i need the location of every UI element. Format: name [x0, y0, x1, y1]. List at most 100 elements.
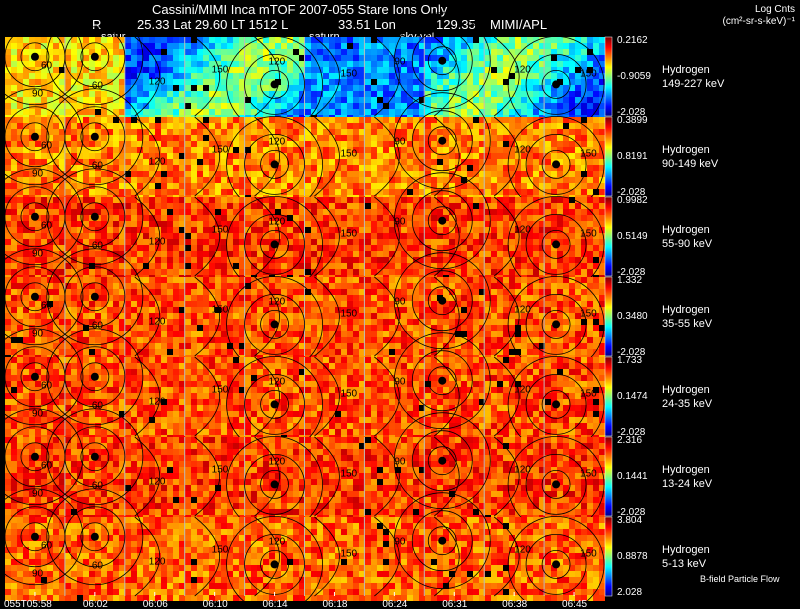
- heatmap-cell: [443, 97, 449, 103]
- heatmap-cell: [107, 189, 113, 195]
- heatmap-cell: [389, 171, 395, 177]
- heatmap-cell: [383, 295, 389, 301]
- heatmap-cell: [239, 203, 245, 209]
- heatmap-cell: [221, 257, 227, 263]
- heatmap-cell: [23, 129, 29, 135]
- heatmap-cell: [461, 129, 467, 135]
- contour-arc: [493, 196, 520, 277]
- heatmap-cell: [401, 251, 407, 257]
- heatmap-cell: [23, 37, 29, 43]
- heatmap-cell: [137, 251, 143, 257]
- heatmap-cell: [455, 85, 461, 91]
- heatmap-cell: [599, 109, 605, 115]
- heatmap-cell: [65, 91, 71, 97]
- colorbar-segment: [605, 75, 612, 77]
- heatmap-cell: [491, 61, 497, 67]
- heatmap-cell: [335, 289, 341, 295]
- heatmap-cell: [557, 141, 563, 147]
- heatmap-cell: [239, 197, 245, 203]
- heatmap-cell: [293, 295, 299, 301]
- heatmap-cell: [581, 251, 587, 257]
- heatmap-cell: [251, 141, 257, 147]
- heatmap-cell: [149, 135, 155, 141]
- heatmap-cell: [281, 221, 287, 227]
- heatmap-cell: [107, 227, 113, 233]
- heatmap-cell: [473, 289, 479, 295]
- heatmap-cell: [203, 85, 209, 91]
- heatmap-cell: [323, 109, 329, 115]
- heatmap-cell: [533, 209, 539, 215]
- heatmap-cell: [35, 289, 41, 295]
- heatmap-cell: [101, 251, 107, 257]
- colorbar-segment: [605, 129, 612, 131]
- heatmap-cell: [65, 171, 71, 177]
- heatmap-cell: [179, 245, 185, 251]
- heatmap-cell: [353, 227, 359, 233]
- heatmap-cell: [11, 117, 17, 123]
- heatmap-cell: [449, 79, 455, 85]
- heatmap-cell: [167, 43, 173, 49]
- heatmap-cell: [305, 197, 311, 203]
- heatmap-cell: [17, 251, 23, 257]
- heatmap-cell: [341, 239, 347, 245]
- heatmap-cell: [149, 289, 155, 295]
- heatmap-cell: [299, 209, 305, 215]
- heatmap-cell: [299, 117, 305, 123]
- heatmap-cell: [545, 37, 551, 43]
- colorbar-segment: [605, 121, 612, 123]
- heatmap-cell: [509, 79, 515, 85]
- heatmap-cell: [539, 109, 545, 115]
- heatmap-cell: [395, 189, 401, 195]
- heatmap-cell: [287, 227, 293, 233]
- heatmap-cell: [77, 79, 83, 85]
- colorbar-segment: [605, 38, 612, 40]
- heatmap-cell: [329, 109, 335, 115]
- heatmap-cell: [233, 123, 239, 129]
- heatmap-cell: [95, 251, 101, 257]
- heatmap-cell: [209, 233, 215, 239]
- heatmap-cell: [305, 209, 311, 215]
- heatmap-cell: [599, 61, 605, 67]
- heatmap-cell: [413, 295, 419, 301]
- heatmap-cell: [311, 203, 317, 209]
- heatmap-cell: [221, 215, 227, 221]
- heatmap-cell: [533, 227, 539, 233]
- heatmap-cell: [497, 283, 503, 289]
- colorbar-segment: [605, 250, 612, 252]
- heatmap-cell: [197, 209, 203, 215]
- heatmap-cell: [497, 109, 503, 115]
- heatmap-cell: [473, 73, 479, 79]
- heatmap-cell: [479, 221, 485, 227]
- heatmap-cell: [239, 97, 245, 103]
- heatmap-cell: [173, 103, 179, 109]
- heatmap-cell: [263, 109, 269, 115]
- heatmap-cell: [29, 277, 35, 283]
- heatmap-cell: [269, 141, 275, 147]
- plot-title: Cassini/MIMI Inca mTOF 2007-055 Stare Io…: [152, 2, 448, 17]
- heatmap-cell: [83, 209, 89, 215]
- heatmap-cell: [65, 221, 71, 227]
- heatmap-cell: [191, 67, 197, 73]
- heatmap-cell: [209, 289, 215, 295]
- heatmap-cell: [299, 233, 305, 239]
- heatmap-cell: [101, 85, 107, 91]
- heatmap-cell: [65, 135, 71, 141]
- heatmap-cell: [257, 239, 263, 245]
- heatmap-cell: [203, 55, 209, 61]
- heatmap-cell: [521, 221, 527, 227]
- heatmap-cell: [347, 135, 353, 141]
- heatmap-cell: [155, 153, 161, 159]
- heatmap-cell: [191, 227, 197, 233]
- heatmap-cell: [305, 269, 311, 275]
- heatmap-cell: [419, 283, 425, 289]
- heatmap-cell: [41, 189, 47, 195]
- heatmap-cell: [569, 239, 575, 245]
- heatmap-cell: [359, 117, 365, 123]
- colorbar-segment: [605, 162, 612, 164]
- heatmap-cell: [389, 55, 395, 61]
- heatmap-cell: [95, 103, 101, 109]
- heatmap-cell: [143, 49, 149, 55]
- heatmap-cell: [329, 103, 335, 109]
- heatmap-cell: [455, 269, 461, 275]
- colorbar-segment: [605, 186, 612, 188]
